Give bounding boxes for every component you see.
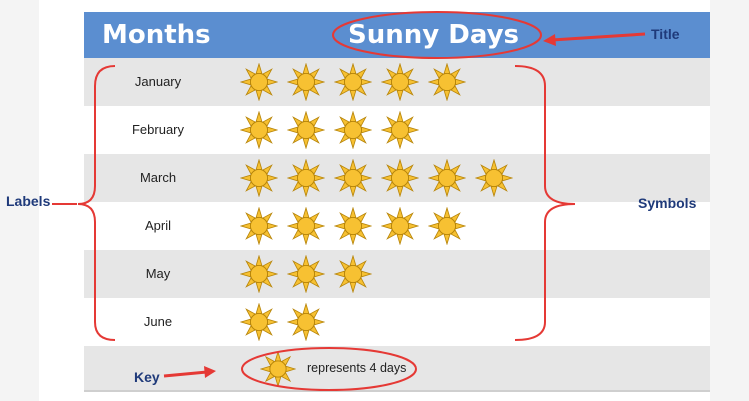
sun-icon [428, 159, 466, 197]
sun-icon [240, 255, 278, 293]
sun-icon [287, 303, 325, 341]
months-header: Months [102, 20, 211, 50]
table-header: Months Sunny Days [84, 12, 710, 58]
sun-icon [287, 63, 325, 101]
table-row: June [84, 298, 710, 346]
symbols-annotation: Symbols [638, 195, 697, 211]
sun-icon [334, 63, 372, 101]
left-rail [0, 0, 39, 401]
sun-icon [287, 255, 325, 293]
title-annotation: Title [651, 26, 680, 42]
key-label: Key [134, 369, 160, 385]
month-label: January [134, 74, 182, 89]
month-label: May [145, 266, 171, 281]
table-row: May [84, 250, 710, 298]
sun-icon [287, 159, 325, 197]
sun-icon [287, 207, 325, 245]
month-label: February [131, 122, 185, 137]
sun-icon [334, 111, 372, 149]
sun-icon [381, 159, 419, 197]
sun-icon [260, 351, 296, 387]
key-text: represents 4 days [307, 361, 407, 375]
labels-annotation: Labels [6, 193, 51, 209]
table-row: March [84, 154, 710, 202]
sun-icon [240, 303, 278, 341]
month-label: June [143, 314, 173, 329]
sun-icon [428, 207, 466, 245]
sun-icon [287, 111, 325, 149]
sun-icon [240, 111, 278, 149]
sun-icon [381, 111, 419, 149]
sun-icon [240, 159, 278, 197]
right-rail [710, 0, 749, 401]
sun-icon [428, 63, 466, 101]
sun-icon [381, 207, 419, 245]
table-row: April [84, 202, 710, 250]
month-label: April [144, 218, 171, 233]
bottom-line [84, 390, 710, 392]
sun-icon [475, 159, 513, 197]
sun-icon [334, 255, 372, 293]
table-row: January [84, 58, 710, 106]
sun-icon [240, 207, 278, 245]
sun-icon [334, 207, 372, 245]
sun-icon [240, 63, 278, 101]
sun-icon [334, 159, 372, 197]
sun-icon [381, 63, 419, 101]
month-label: March [139, 170, 177, 185]
sunny-days-header: Sunny Days [348, 20, 520, 50]
table-row: February [84, 106, 710, 154]
